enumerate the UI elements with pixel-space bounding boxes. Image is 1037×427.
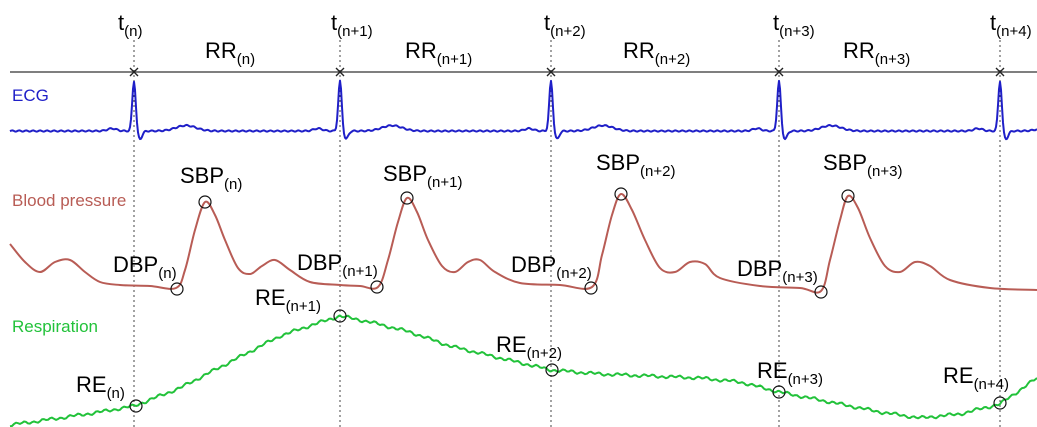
beat-time-label: t	[544, 10, 550, 35]
ecg-trace-label: ECG	[12, 86, 49, 105]
dbp-marker	[584, 281, 598, 295]
dbp-marker	[814, 285, 828, 299]
dbp-label: DBP	[113, 252, 158, 277]
svg-text:RE(n+1): RE(n+1)	[255, 285, 321, 315]
re-subscript: (n+3)	[788, 371, 823, 388]
re-label: RE	[496, 332, 527, 357]
sbp-label: SBP	[823, 150, 867, 175]
beat-cross-marker	[129, 67, 139, 77]
rr-interval-label: RR	[623, 38, 655, 63]
svg-text:t(n): t(n)	[118, 10, 142, 40]
sbp-label: SBP	[180, 163, 224, 188]
beat-time-subscript: (n+3)	[779, 23, 814, 40]
beat-cross-marker	[546, 67, 556, 77]
beat-time-subscript: (n+2)	[550, 23, 585, 40]
svg-text:t(n+4): t(n+4)	[990, 10, 1032, 40]
svg-text:t(n+2): t(n+2)	[544, 10, 586, 40]
rr-interval-label: RR	[205, 38, 237, 63]
svg-text:SBP(n+3): SBP(n+3)	[823, 150, 902, 180]
rr-interval-labels: RR(n) RR(n+1) RR(n+2) RR(n+3)	[205, 38, 910, 68]
beat-time-subscript: (n+1)	[337, 23, 372, 40]
blood-pressure-trace	[9, 193, 1037, 294]
sbp-subscript: (n)	[224, 176, 242, 193]
re-marker	[545, 363, 559, 377]
dbp-subscript: (n+3)	[782, 269, 817, 286]
svg-text:SBP(n+2): SBP(n+2)	[596, 150, 675, 180]
svg-text:RR(n+2): RR(n+2)	[623, 38, 690, 68]
svg-text:RE(n+3): RE(n+3)	[757, 358, 823, 388]
svg-text:SBP(n+1): SBP(n+1)	[383, 161, 462, 191]
svg-text:RR(n): RR(n)	[205, 38, 255, 68]
svg-text:DBP(n+3): DBP(n+3)	[737, 256, 818, 286]
dbp-marker	[370, 280, 384, 294]
beat-cross-marker	[774, 67, 784, 77]
svg-text:RE(n+2): RE(n+2)	[496, 332, 562, 362]
blood-pressure-trace-label: Blood pressure	[12, 191, 126, 210]
dbp-subscript: (n+1)	[342, 263, 377, 280]
sbp-label: SBP	[383, 161, 427, 186]
sbp-label: SBP	[596, 150, 640, 175]
re-subscript: (n+2)	[527, 345, 562, 362]
sbp-marker	[400, 191, 414, 205]
rr-interval-subscript: (n+3)	[875, 51, 910, 68]
respiration-trace	[9, 314, 1037, 427]
feature-markers	[129, 187, 1007, 413]
dbp-labels: DBP(n) DBP(n+1) DBP(n+2) DBP(n+3)	[113, 250, 818, 286]
ecg-trace	[9, 79, 1037, 141]
dbp-label: DBP	[511, 252, 556, 277]
beat-time-subscript: (n+4)	[996, 23, 1031, 40]
rr-interval-subscript: (n+2)	[655, 51, 690, 68]
respiration-trace-label: Respiration	[12, 317, 98, 336]
re-label: RE	[255, 285, 286, 310]
svg-text:RE(n): RE(n)	[76, 372, 125, 402]
re-label: RE	[757, 358, 788, 383]
rr-interval-subscript: (n)	[237, 51, 255, 68]
re-marker	[993, 396, 1007, 410]
re-label: RE	[76, 372, 107, 397]
rr-interval-subscript: (n+1)	[437, 51, 472, 68]
beat-time-label: t	[118, 10, 124, 35]
sbp-subscript: (n+3)	[867, 163, 902, 180]
re-label: RE	[943, 363, 974, 388]
sbp-marker	[614, 187, 628, 201]
rr-interval-label: RR	[843, 38, 875, 63]
sbp-marker	[198, 195, 212, 209]
svg-text:RE(n+4): RE(n+4)	[943, 363, 1009, 393]
re-subscript: (n)	[107, 385, 125, 402]
dbp-subscript: (n+2)	[556, 265, 591, 282]
rr-interval-label: RR	[405, 38, 437, 63]
dbp-label: DBP	[737, 256, 782, 281]
svg-text:RR(n+1): RR(n+1)	[405, 38, 472, 68]
beat-cross-marker	[995, 67, 1005, 77]
svg-text:RR(n+3): RR(n+3)	[843, 38, 910, 68]
beat-cross-marker	[335, 67, 345, 77]
dbp-marker	[170, 282, 184, 296]
dbp-label: DBP	[297, 250, 342, 275]
svg-text:t(n+1): t(n+1)	[331, 10, 373, 40]
beat-time-labels: t(n) t(n+1) t(n+2) t(n+3) t(n+4)	[118, 10, 1032, 40]
re-subscript: (n+1)	[286, 298, 321, 315]
beat-time-label: t	[773, 10, 779, 35]
dbp-subscript: (n)	[158, 265, 176, 282]
re-labels: RE(n) RE(n+1) RE(n+2) RE(n+3) RE(n+4)	[76, 285, 1009, 402]
beat-time-label: t	[990, 10, 996, 35]
svg-text:SBP(n): SBP(n)	[180, 163, 242, 193]
re-marker	[333, 309, 347, 323]
beat-time-subscript: (n)	[124, 23, 142, 40]
re-marker	[772, 385, 786, 399]
sbp-subscript: (n+1)	[427, 174, 462, 191]
svg-text:DBP(n): DBP(n)	[113, 252, 177, 282]
svg-text:DBP(n+2): DBP(n+2)	[511, 252, 592, 282]
re-marker	[129, 399, 143, 413]
svg-text:DBP(n+1): DBP(n+1)	[297, 250, 378, 280]
sbp-labels: SBP(n) SBP(n+1) SBP(n+2) SBP(n+3)	[180, 150, 902, 193]
re-subscript: (n+4)	[974, 376, 1009, 393]
beat-marker-lines	[129, 40, 1005, 427]
beat-time-label: t	[331, 10, 337, 35]
sbp-subscript: (n+2)	[640, 163, 675, 180]
svg-text:t(n+3): t(n+3)	[773, 10, 815, 40]
sbp-marker	[841, 189, 855, 203]
